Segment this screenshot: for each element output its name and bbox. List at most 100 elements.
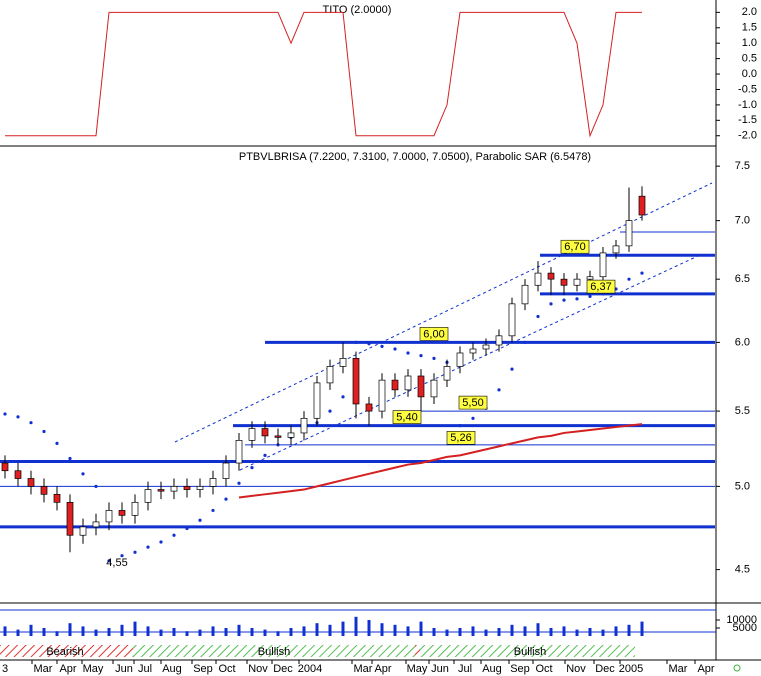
volume-bar — [471, 626, 475, 636]
y-tick-label: -2.0 — [738, 130, 757, 142]
sar-dot — [42, 429, 46, 434]
regime-band — [133, 645, 415, 657]
y-tick-label: -1.5 — [738, 114, 757, 126]
candle-body — [14, 470, 22, 479]
sar-dot — [627, 277, 631, 281]
volume-bar — [3, 626, 7, 636]
candle-body — [170, 486, 178, 492]
sar-dot — [55, 441, 59, 445]
sar-dot — [263, 453, 267, 458]
annotation-box — [446, 431, 476, 445]
sar-dot — [159, 540, 163, 544]
x-tick-label: 2005 — [619, 663, 643, 675]
sar-dot — [224, 497, 228, 501]
y-tick-label: 7.0 — [735, 215, 750, 227]
volume-bar — [536, 623, 540, 636]
candle-body — [404, 375, 412, 391]
volume-bar — [341, 621, 345, 636]
x-tick-label: Jun — [431, 663, 449, 675]
volume-bar — [393, 624, 397, 636]
sar-dot — [497, 388, 501, 392]
volume-bar — [289, 628, 293, 636]
candle-body — [625, 220, 633, 247]
sar-dot — [107, 559, 111, 563]
sar-dot — [146, 545, 150, 549]
candle-body — [248, 428, 256, 441]
volume-bar — [510, 624, 514, 636]
candle-body — [521, 284, 529, 305]
annotation-box — [586, 279, 616, 294]
volume-bar — [263, 629, 267, 636]
volume-bar — [81, 626, 85, 636]
candle-body — [547, 272, 555, 280]
candle-body — [287, 432, 295, 438]
candle-body — [40, 486, 48, 495]
x-tick-label: Sep — [510, 663, 530, 675]
regime-band — [420, 645, 635, 657]
sar-dot — [120, 554, 124, 558]
y-tick-label: 6.5 — [735, 273, 750, 285]
volume-bar — [549, 628, 553, 636]
sar-dot — [341, 395, 345, 399]
sar-dot — [380, 344, 384, 348]
volume-bar — [94, 629, 98, 636]
volume-bar — [302, 626, 306, 636]
sar-dot — [81, 472, 85, 476]
candle-body — [417, 375, 425, 398]
candle-body — [209, 478, 217, 487]
sar-dot — [68, 456, 72, 461]
volume-bar — [354, 616, 358, 636]
volume-bar — [107, 628, 111, 636]
y-tick-label: 2.0 — [742, 6, 757, 18]
volume-bar — [159, 629, 163, 636]
x-tick-label: May — [407, 663, 428, 675]
candle-body — [131, 501, 139, 516]
regime-label: Bearish — [46, 646, 83, 658]
sar-dot — [94, 484, 98, 488]
sar-dot — [328, 409, 332, 413]
candle-body — [235, 440, 243, 464]
regime-label: Bullish — [514, 646, 546, 658]
x-tick-label: 3 — [2, 663, 8, 675]
sar-dot — [393, 347, 397, 351]
annotation-label: 6,00 — [423, 328, 444, 340]
sar-dot — [588, 294, 592, 298]
y-tick-label: 1.0 — [742, 37, 757, 49]
y-tick-label: 6.0 — [735, 336, 750, 348]
candle-body — [599, 252, 607, 278]
candle-body — [66, 501, 74, 536]
x-tick-label: Mar — [34, 663, 53, 675]
x-tick-label: Mar — [669, 663, 688, 675]
y-tick-label: 4.5 — [735, 563, 750, 575]
candle-body — [222, 462, 230, 479]
sar-dot — [640, 271, 644, 275]
sar-dot — [198, 518, 202, 522]
candle-body — [144, 489, 152, 503]
sar-dot — [523, 340, 527, 344]
volume-bar — [367, 620, 371, 636]
sar-dot — [237, 481, 241, 485]
y-tick-label: 7.5 — [735, 160, 750, 172]
candle-body — [482, 344, 490, 350]
candle-body — [79, 526, 87, 536]
volume-bar — [588, 628, 592, 636]
sar-dot — [3, 412, 7, 416]
candle-body — [586, 276, 594, 280]
candle-body — [92, 521, 100, 528]
candle-body — [378, 379, 386, 412]
volume-bar — [237, 624, 241, 636]
volume-bar — [445, 629, 449, 636]
sar-dot — [16, 415, 20, 419]
y-tick-label: 10000 — [726, 614, 757, 626]
candle-body — [391, 379, 399, 391]
candle-body — [495, 335, 503, 346]
y-tick-label: -0.5 — [738, 83, 757, 95]
candle-body — [157, 489, 165, 492]
volume-bar — [68, 623, 72, 636]
x-tick-label: Dec — [595, 663, 615, 675]
volume-bar — [419, 621, 423, 636]
x-tick-label: Oct — [218, 663, 235, 675]
candle-body — [274, 435, 282, 438]
candle-body — [118, 510, 126, 516]
